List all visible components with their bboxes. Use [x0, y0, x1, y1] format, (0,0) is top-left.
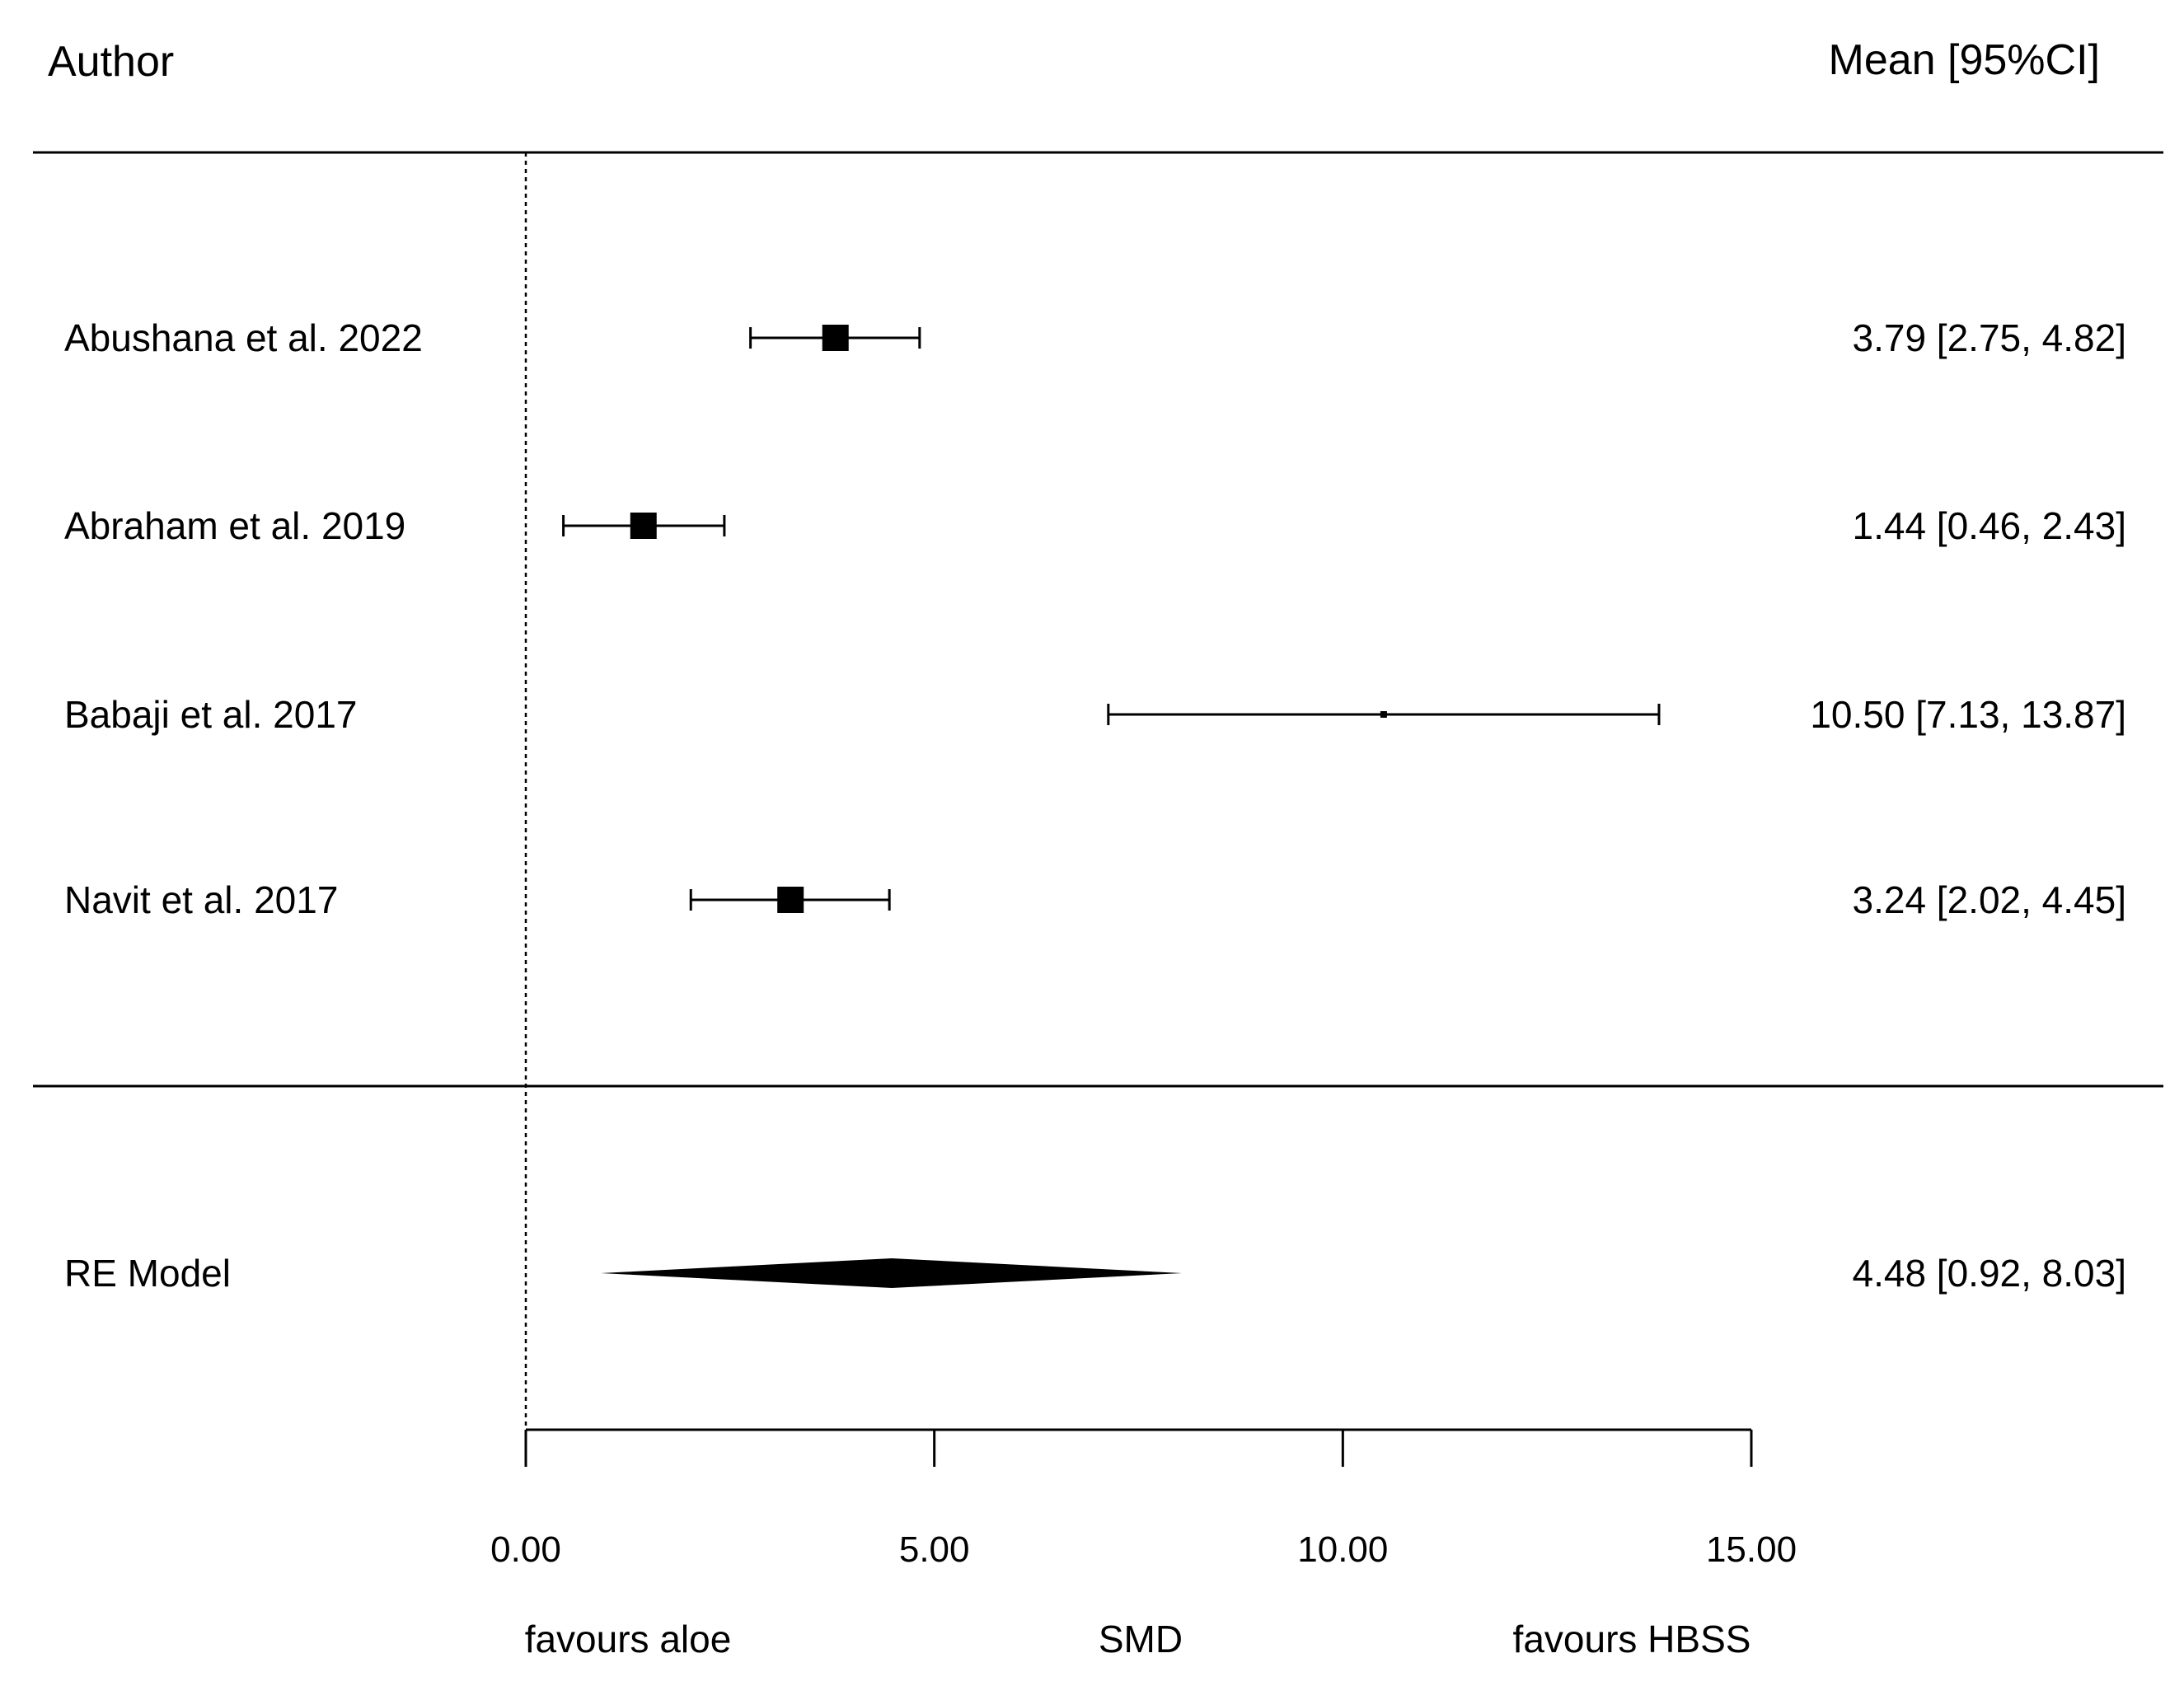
study-ci-text: 1.44 [0.46, 2.43] [1853, 504, 2127, 547]
effect-square [777, 887, 804, 913]
x-axis: 0.00 5.00 10.00 15.00 [490, 1428, 1797, 1570]
study-row: Abushana et al. 2022 3.79 [2.75, 4.82] [64, 316, 2126, 359]
effect-square [822, 325, 849, 351]
effect-square [1380, 711, 1387, 718]
effect-square [630, 513, 657, 539]
summary-diamond [601, 1258, 1182, 1288]
study-ci-text: 10.50 [7.13, 13.87] [1810, 693, 2126, 736]
x-note-left: favours aloe [525, 1618, 732, 1660]
study-name: Babaji et al. 2017 [64, 693, 358, 736]
x-tick-label: 10.00 [1297, 1529, 1388, 1570]
header-author: Author [48, 38, 174, 86]
x-tick-label: 5.00 [899, 1529, 970, 1570]
study-ci-text: 3.79 [2.75, 4.82] [1853, 316, 2127, 359]
x-tick-label: 15.00 [1706, 1529, 1797, 1570]
study-row: Abraham et al. 2019 1.44 [0.46, 2.43] [64, 504, 2126, 547]
study-name: Abraham et al. 2019 [64, 504, 405, 547]
header-mean-ci: Mean [95%CI] [1829, 36, 2101, 84]
study-name: Abushana et al. 2022 [64, 316, 423, 359]
x-note-right: favours HBSS [1513, 1618, 1751, 1660]
study-rows: Abushana et al. 2022 3.79 [2.75, 4.82] Abr… [64, 316, 2126, 921]
summary-ci-text: 4.48 [0.92, 8.03] [1853, 1252, 2127, 1295]
study-row: Babaji et al. 2017 10.50 [7.13, 13.87] [64, 693, 2126, 736]
study-ci-text: 3.24 [2.02, 4.45] [1853, 878, 2127, 921]
study-row: Navit et al. 2017 3.24 [2.02, 4.45] [64, 878, 2126, 921]
x-axis-label: SMD [1099, 1618, 1183, 1660]
summary-name: RE Model [64, 1252, 231, 1295]
study-name: Navit et al. 2017 [64, 878, 338, 921]
x-tick-label: 0.00 [490, 1529, 561, 1570]
summary-row: RE Model 4.48 [0.92, 8.03] [64, 1252, 2126, 1295]
